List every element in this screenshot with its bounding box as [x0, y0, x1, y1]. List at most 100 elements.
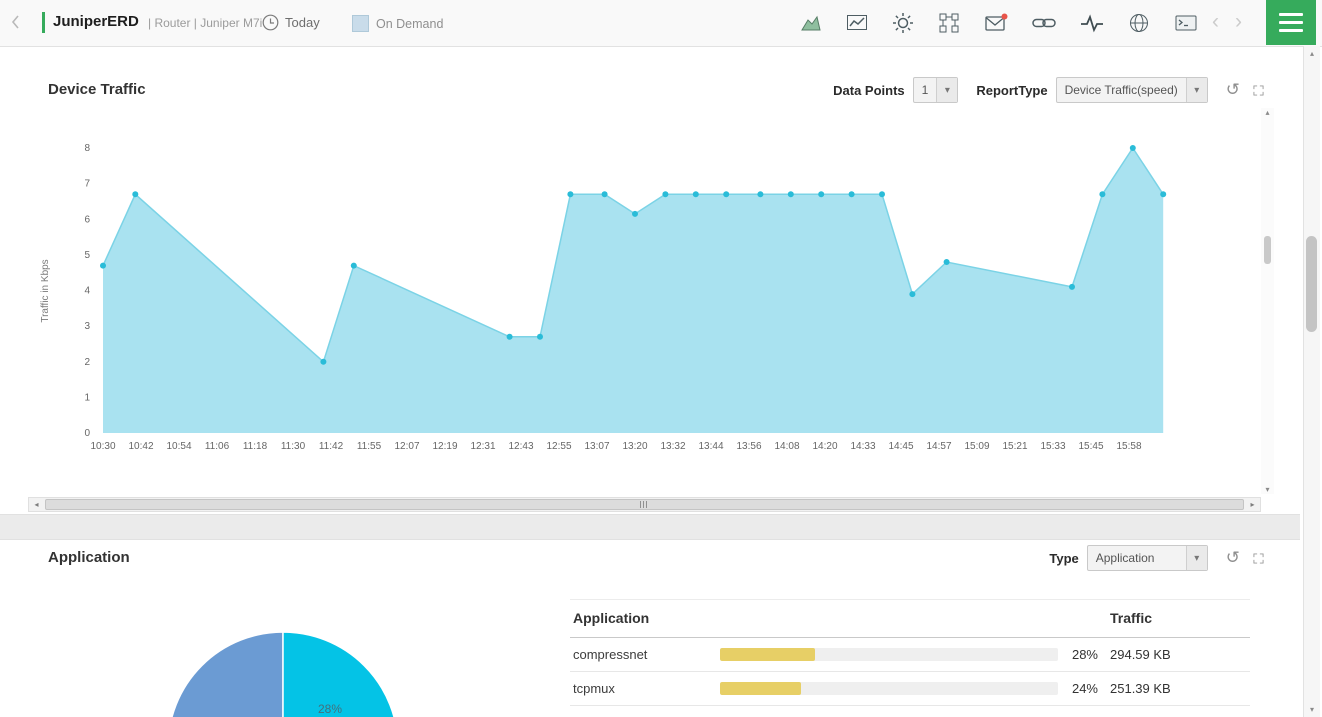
device-traffic-controls: Data Points 1 ▾ ReportType Device Traffi…	[833, 77, 1264, 103]
table-row: compressnet 28% 294.59 KB	[570, 638, 1250, 672]
svg-text:11:30: 11:30	[281, 441, 306, 452]
data-points-label: Data Points	[833, 82, 905, 98]
svg-text:15:58: 15:58	[1116, 441, 1141, 452]
scroll-left-icon[interactable]: ◂	[34, 500, 39, 509]
on-demand-label: On Demand	[376, 17, 444, 31]
traffic-bar-track	[720, 648, 1058, 661]
next-chevron-icon[interactable]: ›	[1235, 10, 1242, 33]
svg-text:12:07: 12:07	[394, 441, 419, 452]
svg-text:15:45: 15:45	[1078, 441, 1103, 452]
application-pie-chart: 28%	[171, 631, 395, 717]
app-name: compressnet	[573, 647, 648, 662]
expand-icon[interactable]	[1253, 552, 1264, 564]
svg-text:11:18: 11:18	[243, 441, 268, 452]
traffic-bar-fill	[720, 648, 815, 661]
svg-text:14:45: 14:45	[888, 441, 913, 452]
chevron-down-icon: ▾	[936, 78, 958, 102]
back-chevron-icon[interactable]	[10, 13, 20, 36]
scroll-up-icon[interactable]: ▴	[1265, 108, 1270, 117]
pager-chevrons: ‹ ›	[1212, 8, 1242, 36]
traffic-value: 294.59 KB	[1110, 647, 1171, 662]
mail-icon[interactable]	[984, 12, 1008, 34]
svg-text:11:06: 11:06	[205, 441, 230, 452]
expand-icon[interactable]	[1253, 84, 1264, 96]
type-label: Type	[1049, 550, 1079, 566]
svg-text:10:42: 10:42	[128, 441, 153, 452]
globe-icon[interactable]	[1128, 12, 1150, 34]
svg-text:14:57: 14:57	[926, 441, 951, 452]
data-points-value: 1	[921, 83, 929, 97]
panel-divider	[0, 514, 1300, 540]
device-status-bar	[42, 12, 45, 33]
clock-icon	[262, 14, 279, 31]
scroll-up-icon[interactable]: ▴	[1309, 49, 1314, 58]
chart-horizontal-scrollbar: ◂ ▸	[28, 497, 1261, 512]
svg-text:12:43: 12:43	[508, 441, 533, 452]
traffic-bar-track	[720, 682, 1058, 695]
topology-icon[interactable]	[938, 12, 960, 34]
table-header-row: Application Traffic	[570, 599, 1250, 638]
refresh-icon[interactable]: ↺	[1225, 547, 1240, 568]
report-type-label: ReportType	[976, 82, 1048, 98]
svg-text:10:30: 10:30	[90, 441, 115, 452]
report-type-select[interactable]: Device Traffic(speed) ▾	[1055, 77, 1208, 103]
device-path: | Router | Juniper M7i	[148, 16, 263, 30]
page-scrollbar-thumb[interactable]	[1306, 236, 1317, 332]
on-demand-checkbox[interactable]	[352, 15, 369, 32]
svg-text:12:31: 12:31	[470, 441, 495, 452]
traffic-percent: 28%	[1071, 647, 1098, 662]
svg-text:1: 1	[84, 392, 90, 403]
type-value: Application	[1095, 551, 1155, 565]
refresh-icon[interactable]: ↺	[1225, 79, 1240, 100]
table-row: tcpmux 24% 251.39 KB	[570, 672, 1250, 706]
traffic-value: 251.39 KB	[1110, 681, 1171, 696]
notification-badge	[1001, 13, 1008, 20]
column-header-application: Application	[573, 610, 650, 626]
svg-text:12:55: 12:55	[546, 441, 571, 452]
svg-text:3: 3	[84, 321, 90, 332]
traffic-bar-fill	[720, 682, 802, 695]
application-table-body: compressnet 28% 294.59 KB tcpmux 24% 251…	[570, 638, 1250, 706]
svg-text:5: 5	[84, 250, 90, 261]
chevron-down-icon: ▾	[1185, 546, 1207, 570]
data-points-select[interactable]: 1 ▾	[912, 77, 959, 103]
svg-text:Traffic in Kbps: Traffic in Kbps	[40, 259, 51, 322]
svg-text:11:42: 11:42	[319, 441, 344, 452]
type-select[interactable]: Application ▾	[1086, 545, 1208, 571]
chart-vertical-scrollbar: ▴ ▾	[1261, 108, 1274, 494]
svg-text:6: 6	[84, 214, 90, 225]
alarm-icon[interactable]	[892, 12, 914, 34]
time-period-label: Today	[285, 15, 320, 30]
svg-text:7: 7	[84, 179, 90, 190]
console-icon[interactable]	[1174, 12, 1198, 34]
svg-text:13:32: 13:32	[660, 441, 685, 452]
svg-text:11:55: 11:55	[357, 441, 382, 452]
svg-text:13:44: 13:44	[698, 441, 723, 452]
application-controls: Type Application ▾ ↺	[1049, 545, 1264, 571]
link-icon[interactable]	[1032, 12, 1056, 34]
area-chart-icon[interactable]	[800, 13, 822, 33]
topbar-icon-group	[800, 0, 1198, 46]
scroll-down-icon[interactable]: ▾	[1265, 485, 1270, 494]
svg-text:13:07: 13:07	[584, 441, 609, 452]
hscrollbar-thumb[interactable]	[45, 499, 1244, 510]
chart-scrollbar-thumb[interactable]	[1264, 236, 1271, 264]
report-type-value: Device Traffic(speed)	[1064, 83, 1178, 97]
application-title: Application	[48, 549, 130, 566]
menu-button[interactable]	[1266, 0, 1316, 45]
time-period-control[interactable]: Today	[262, 14, 320, 31]
scroll-down-icon[interactable]: ▾	[1309, 705, 1314, 714]
svg-text:15:21: 15:21	[1002, 441, 1027, 452]
scroll-right-icon[interactable]: ▸	[1250, 500, 1255, 509]
svg-text:14:20: 14:20	[812, 441, 837, 452]
line-chart-icon[interactable]	[846, 13, 868, 33]
svg-text:14:08: 14:08	[774, 441, 799, 452]
svg-text:28%: 28%	[318, 702, 342, 716]
application-table: Application Traffic compressnet 28% 294.…	[570, 599, 1250, 706]
app-name: tcpmux	[573, 681, 615, 696]
scrollbar-grip	[640, 501, 649, 508]
prev-chevron-icon[interactable]: ‹	[1212, 10, 1219, 33]
pulse-icon[interactable]	[1080, 13, 1104, 33]
topbar: JuniperERD | Router | Juniper M7i Today …	[0, 0, 1322, 47]
device-traffic-chart: 0 1 2 3 4 5 6 7 8 10:30 10:42 10:54 11:06 11:18 11:30 1…	[40, 143, 1167, 452]
